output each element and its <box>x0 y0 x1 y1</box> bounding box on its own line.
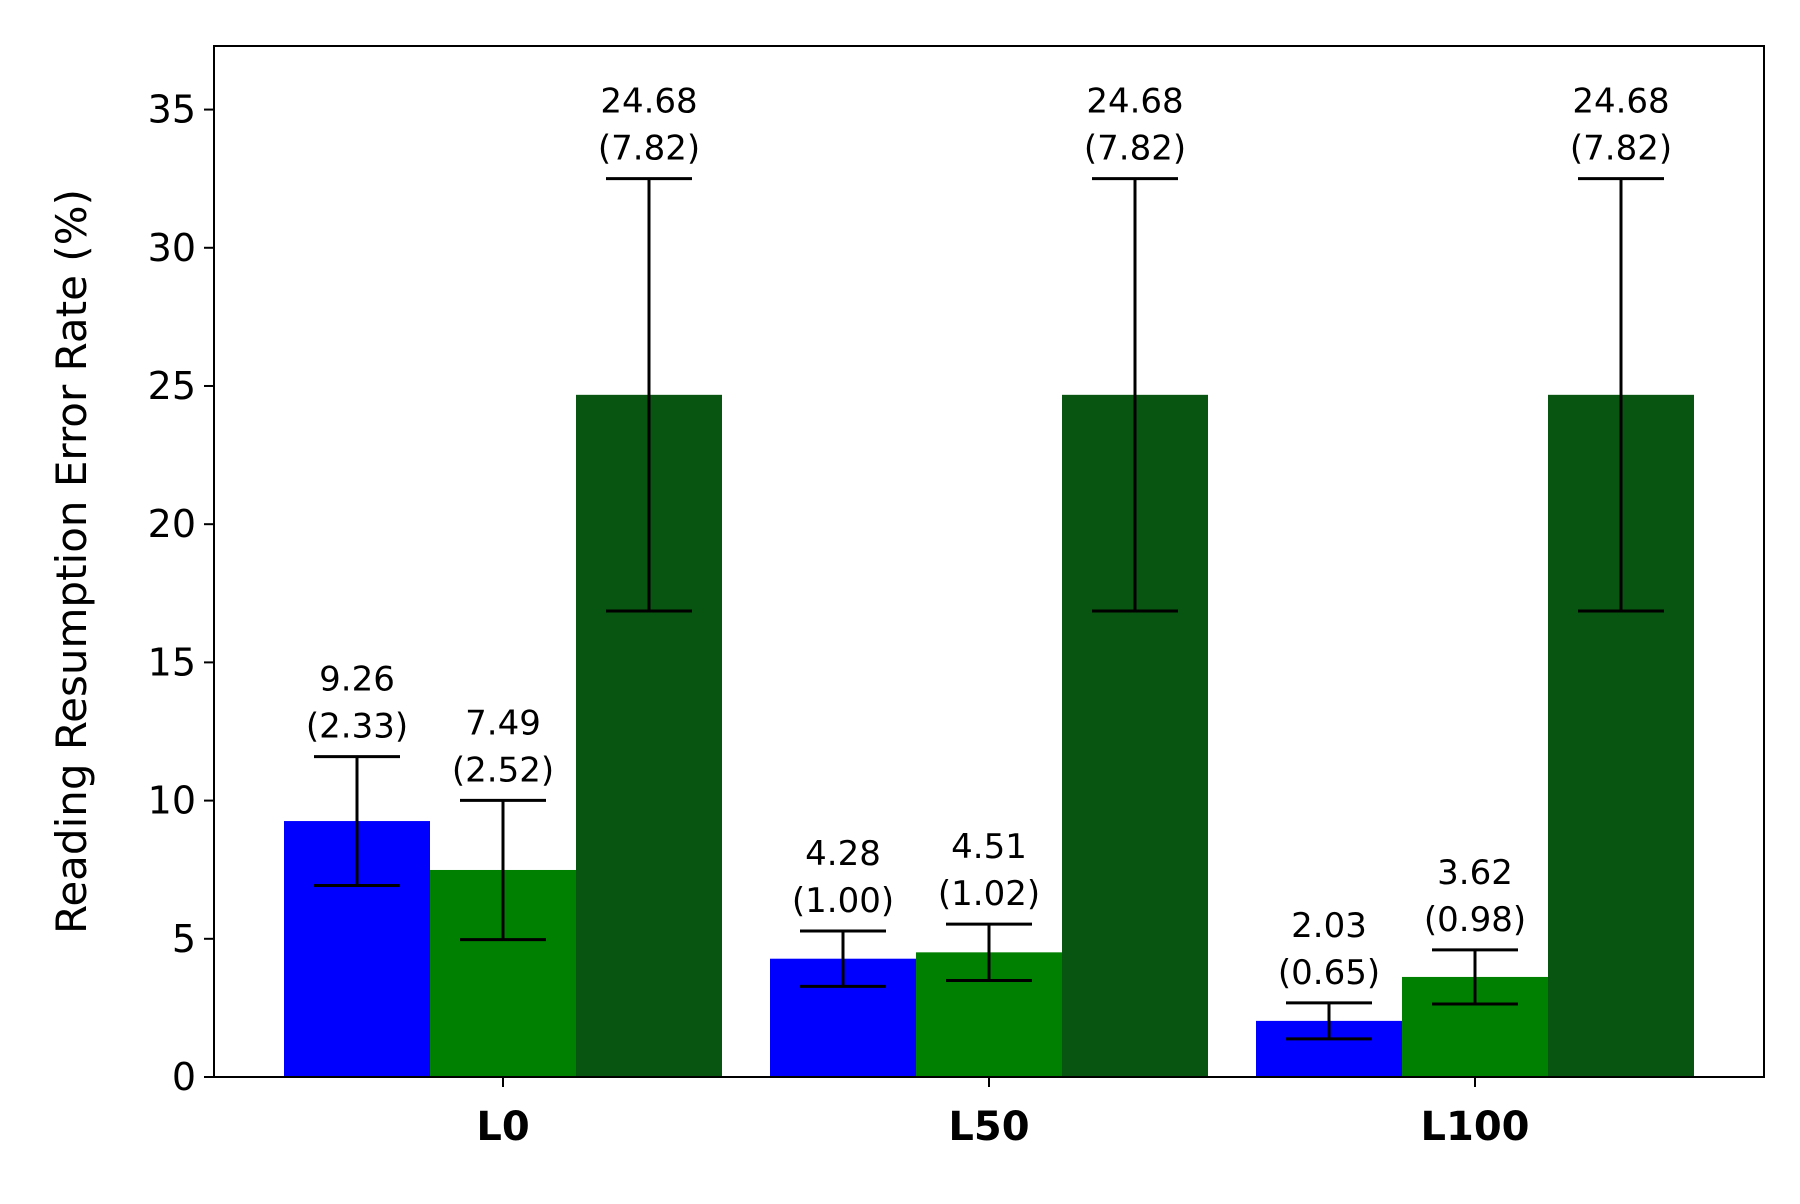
y-tick-label: 30 <box>148 226 196 270</box>
x-tick-label-l50: L50 <box>948 1104 1029 1150</box>
error-bar-series2-l0 <box>460 798 546 942</box>
y-tick-label: 20 <box>148 502 196 546</box>
axes-layer: 0 5 10 15 20 25 30 35 L0 L50 L100 Reading Resumptio… <box>47 45 1765 1150</box>
error-bar-series2-l100 <box>1432 948 1518 1006</box>
y-tick-label: 5 <box>172 917 196 961</box>
x-tick-label-l100: L100 <box>1421 1104 1530 1150</box>
error-bar-series3-l100 <box>1578 177 1664 613</box>
error-bar-series2-l50 <box>946 922 1032 983</box>
error-bar-series1-l100 <box>1286 1001 1372 1041</box>
data-label-series2-l100: 3.62 (0.98) <box>1424 853 1526 940</box>
y-tick-label: 0 <box>172 1055 196 1099</box>
data-label-series2-l50: 4.51 (1.02) <box>938 827 1040 914</box>
data-label-series3-l100: 24.68 (7.82) <box>1570 82 1672 169</box>
error-bar-series3-l0 <box>606 177 692 613</box>
error-bar-series3-l50 <box>1092 177 1178 613</box>
error-bar-series1-l0 <box>314 755 400 887</box>
data-label-series1-l0: 9.26 (2.33) <box>306 660 408 747</box>
data-label-series1-l50: 4.28 (1.00) <box>792 834 894 921</box>
y-tick-label: 10 <box>148 779 196 823</box>
data-label-series3-l50: 24.68 (7.82) <box>1084 82 1186 169</box>
y-axis-label: Reading Resumption Error Rate (%) <box>47 189 96 934</box>
data-label-series3-l0: 24.68 (7.82) <box>598 82 700 169</box>
data-label-series1-l100: 2.03 (0.65) <box>1278 906 1380 993</box>
bars-layer <box>284 394 1694 1077</box>
x-tick-label-l0: L0 <box>476 1104 529 1150</box>
error-bar-series1-l50 <box>800 929 886 988</box>
data-label-series2-l0: 7.49 (2.52) <box>452 703 554 790</box>
y-tick-label: 25 <box>148 364 196 408</box>
y-tick-label: 15 <box>148 640 196 684</box>
error-bars-layer <box>314 177 1664 1041</box>
data-labels-layer: 9.26 (2.33) 4.28 (1.00) 2.03 (0.65) 7.49 (2.52)… <box>306 82 1672 993</box>
y-tick-label: 35 <box>148 88 196 132</box>
